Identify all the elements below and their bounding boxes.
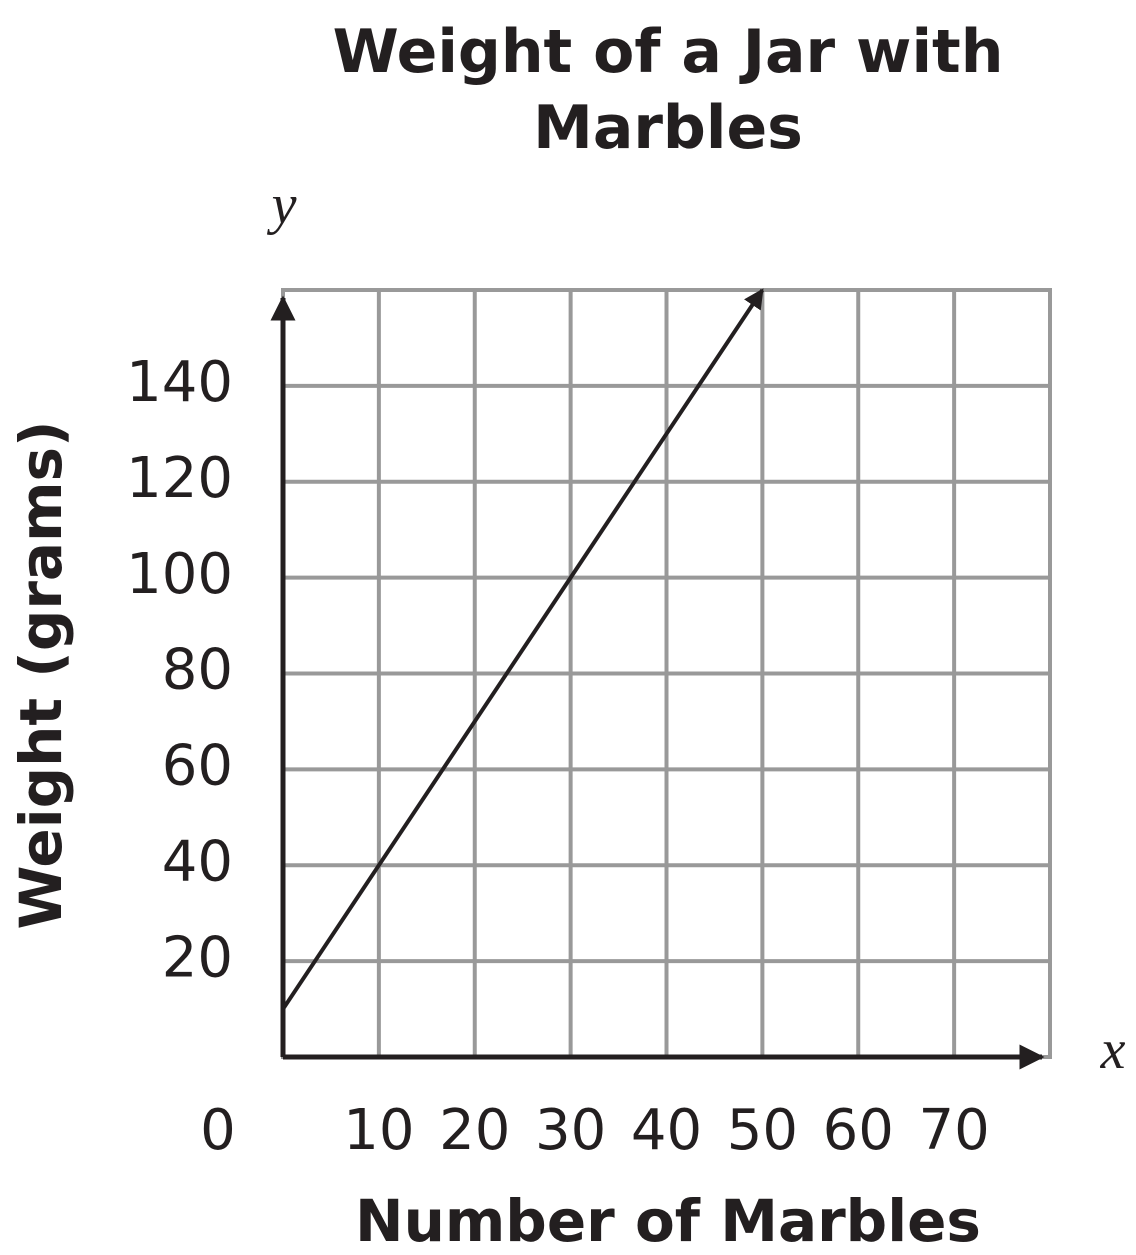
x-axis-label: Number of Marbles bbox=[355, 1187, 981, 1255]
y-tick-label: 100 bbox=[126, 542, 233, 607]
x-tick-label: 30 bbox=[535, 1098, 606, 1163]
x-tick-label: 20 bbox=[439, 1098, 510, 1163]
y-axis-letter: y bbox=[267, 174, 297, 236]
y-tick-label: 80 bbox=[162, 638, 233, 703]
data-line bbox=[281, 288, 765, 1011]
x-tick-label: 60 bbox=[823, 1098, 894, 1163]
x-tick-label: 70 bbox=[918, 1098, 989, 1163]
y-tick-label: 40 bbox=[162, 829, 233, 894]
y-tick-label: 140 bbox=[126, 350, 233, 415]
y-tick-label: 60 bbox=[162, 734, 233, 799]
x-tick-label: 50 bbox=[727, 1098, 798, 1163]
x-tick-label: 0 bbox=[200, 1098, 236, 1163]
chart-title: Weight of a Jar with Marbles bbox=[332, 17, 1004, 163]
x-axis-letter: x bbox=[1100, 1019, 1126, 1081]
y-tick-label: 120 bbox=[126, 446, 233, 511]
x-tick-label: 10 bbox=[343, 1098, 414, 1163]
y-tick-label: 20 bbox=[162, 925, 233, 990]
x-tick-label: 40 bbox=[631, 1098, 702, 1163]
y-axis-label: Weight (grams) bbox=[7, 420, 75, 929]
